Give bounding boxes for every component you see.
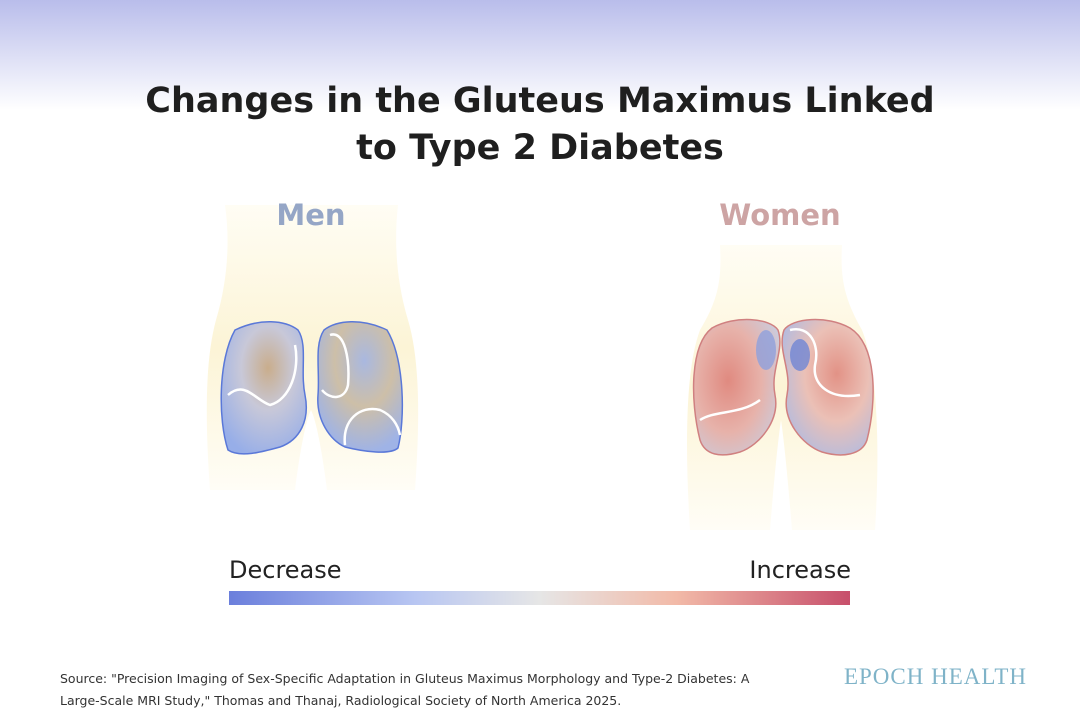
brand: EPOCH HEALTH	[843, 664, 1027, 689]
women-figure	[687, 245, 878, 530]
women-label: Women	[719, 198, 841, 232]
source: Source: "Precision Imaging of Sex-Specif…	[60, 671, 750, 708]
men-figure	[206, 205, 419, 490]
title: Changes in the Gluteus Maximus Linked to…	[145, 81, 935, 168]
men-label: Men	[276, 198, 346, 232]
legend-high: Increase	[749, 556, 851, 584]
color-scale	[229, 591, 850, 605]
legend-low: Decrease	[229, 556, 342, 584]
header-band	[0, 0, 1080, 110]
